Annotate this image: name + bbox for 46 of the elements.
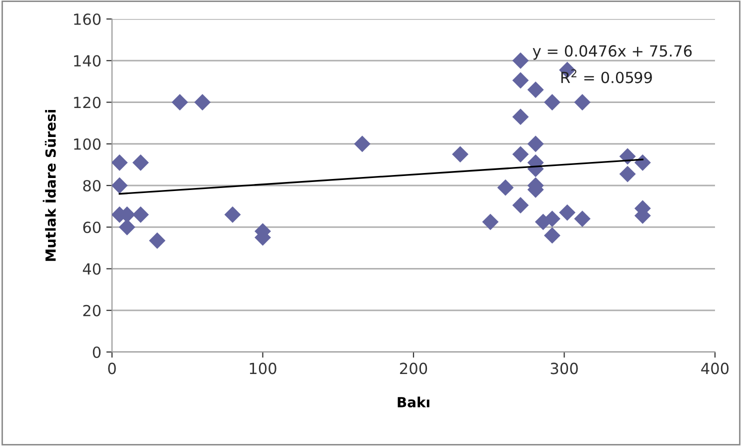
x-tick-label: 300 xyxy=(550,362,578,374)
y-tick-label: 120 xyxy=(74,96,101,108)
y-tick-label: 40 xyxy=(82,263,101,275)
annotation: R$^{2}$ = 0.0599 xyxy=(561,69,652,84)
point xyxy=(112,154,128,171)
point xyxy=(482,214,499,230)
point xyxy=(527,136,544,152)
y-tick-label: 20 xyxy=(83,304,101,316)
point xyxy=(559,204,576,221)
y-tick-label: 80 xyxy=(83,180,101,192)
point xyxy=(544,94,560,110)
point xyxy=(512,108,529,126)
y-tick-label: 160 xyxy=(74,13,101,26)
point xyxy=(574,210,591,228)
point xyxy=(619,166,636,182)
annotation: y = 0.0476x + 75.76 xyxy=(532,45,692,60)
point xyxy=(224,206,241,223)
x-tick-label: 400 xyxy=(701,362,729,374)
point xyxy=(619,148,636,165)
point xyxy=(634,154,651,171)
point xyxy=(112,177,128,194)
point xyxy=(512,52,529,69)
y-tick-label: 140 xyxy=(74,55,101,67)
point xyxy=(172,94,188,110)
point xyxy=(497,179,514,196)
point xyxy=(527,82,544,98)
point xyxy=(194,94,211,110)
point xyxy=(149,232,166,249)
x-tick-label: 0 xyxy=(108,362,116,374)
point xyxy=(354,136,370,152)
point xyxy=(132,206,149,223)
y-axis-title: Mutlak İdare Süresi xyxy=(42,110,56,261)
point xyxy=(452,146,468,162)
y-tick-label: 60 xyxy=(83,222,101,234)
point xyxy=(512,72,529,89)
point xyxy=(118,218,136,236)
point xyxy=(574,94,591,110)
point xyxy=(512,146,529,162)
x-tick-label: 200 xyxy=(400,362,428,374)
point xyxy=(544,227,560,244)
x-axis-title: Bakı xyxy=(398,396,430,408)
y-tick-label: 0 xyxy=(92,346,101,358)
point xyxy=(512,197,529,214)
y-tick-label: 100 xyxy=(74,138,101,150)
point xyxy=(132,154,149,171)
x-tick-label: 100 xyxy=(250,362,276,374)
